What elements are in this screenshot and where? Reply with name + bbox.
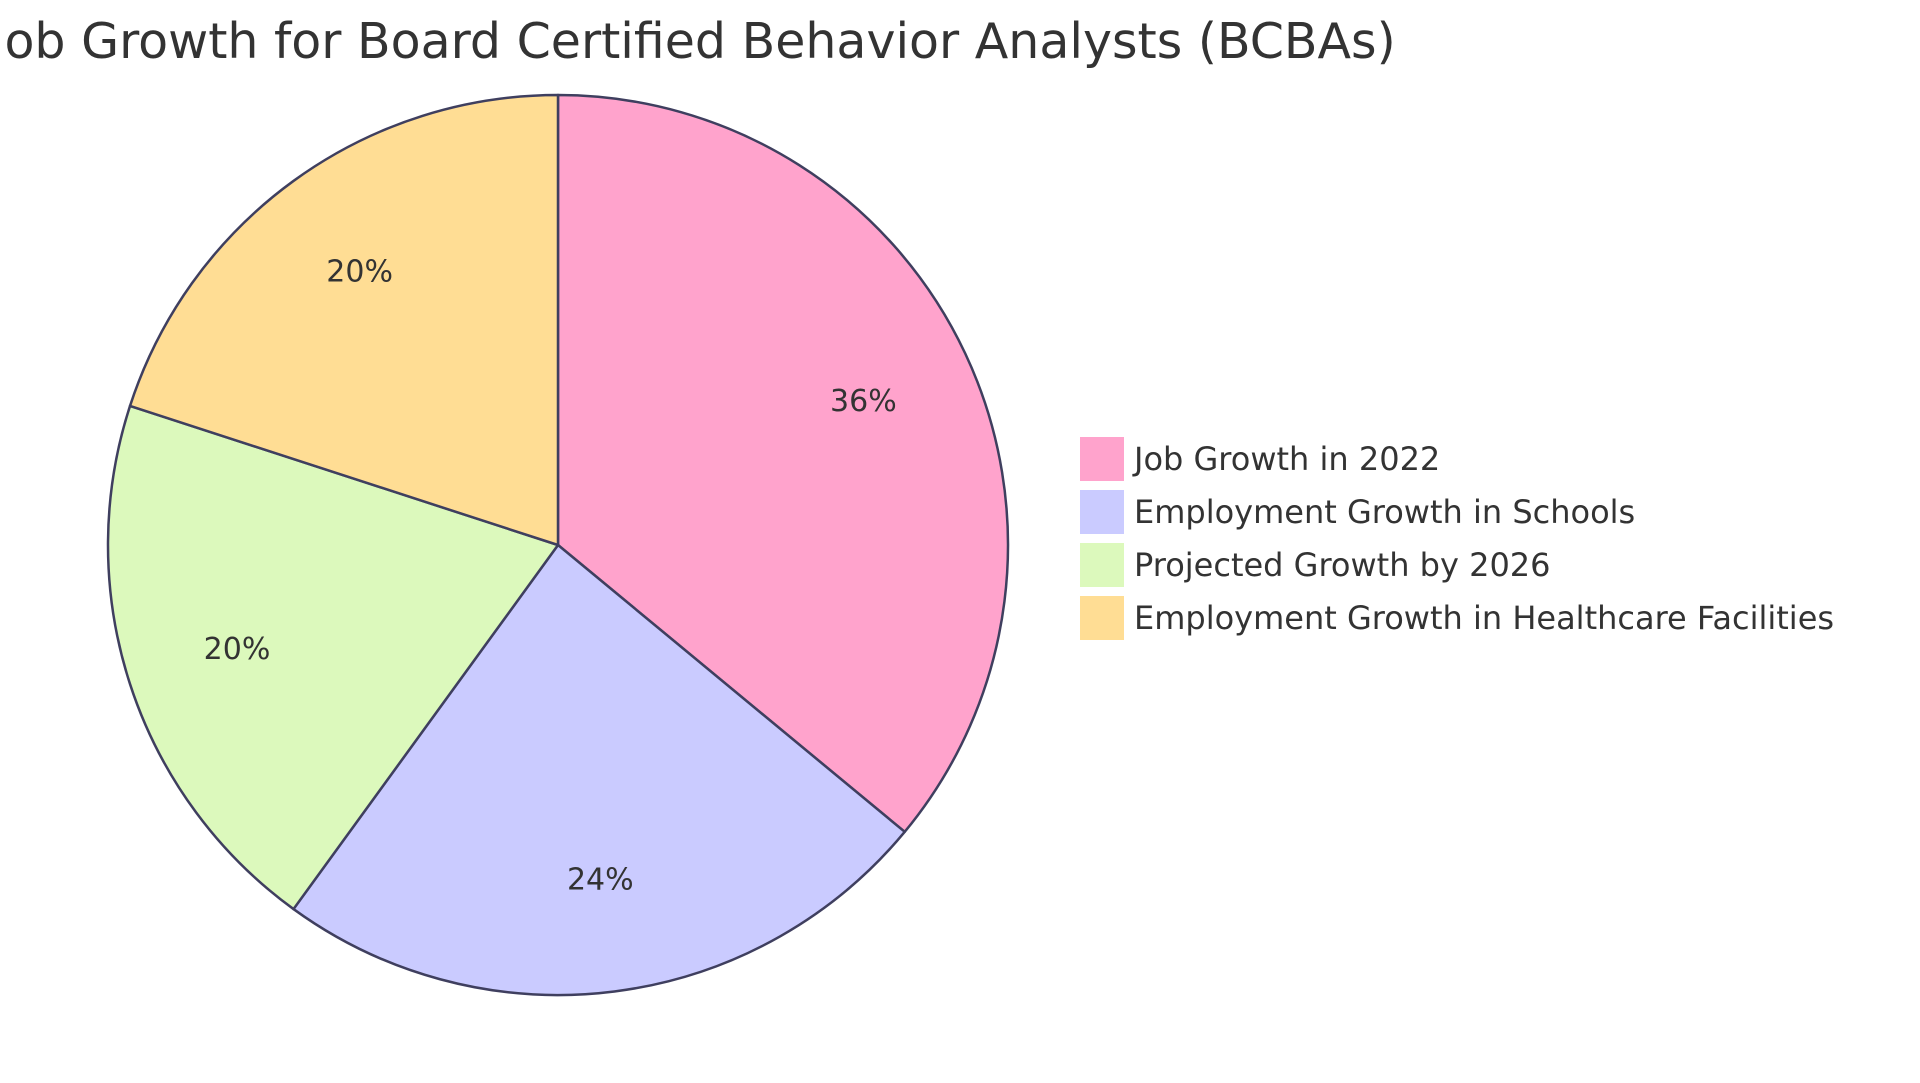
- slice-percent-label: 20%: [326, 254, 393, 289]
- legend-label: Job Growth in 2022: [1132, 440, 1440, 478]
- slice-percent-label: 36%: [830, 384, 897, 419]
- pie-slices: [106, 93, 1010, 997]
- chart-title: Job Growth for Board Certified Behavior …: [0, 13, 1396, 70]
- legend-swatch: [1080, 596, 1124, 640]
- slice-percent-label: 20%: [204, 632, 271, 667]
- pie-slice-job-growth-in-2022: [556, 93, 1010, 834]
- slice-percent-label: 24%: [567, 862, 634, 897]
- legend-label: Projected Growth by 2026: [1134, 546, 1551, 584]
- pie-slice-labels: 36% 24% 20% 20%: [204, 254, 897, 897]
- legend-swatch: [1080, 490, 1124, 534]
- pie-slice-employment-growth-in-schools: [292, 543, 906, 997]
- legend-swatch: [1080, 437, 1124, 481]
- legend-label: Employment Growth in Schools: [1134, 493, 1635, 531]
- legend-swatch: [1080, 543, 1124, 587]
- legend: Job Growth in 2022 Employment Growth in S…: [1080, 437, 1834, 640]
- pie-slice-projected-growth-by-2026: [106, 404, 560, 911]
- legend-label: Employment Growth in Healthcare Faciliti…: [1134, 599, 1834, 637]
- pie-slice-employment-growth-in-healthcare-facilities: [128, 93, 560, 547]
